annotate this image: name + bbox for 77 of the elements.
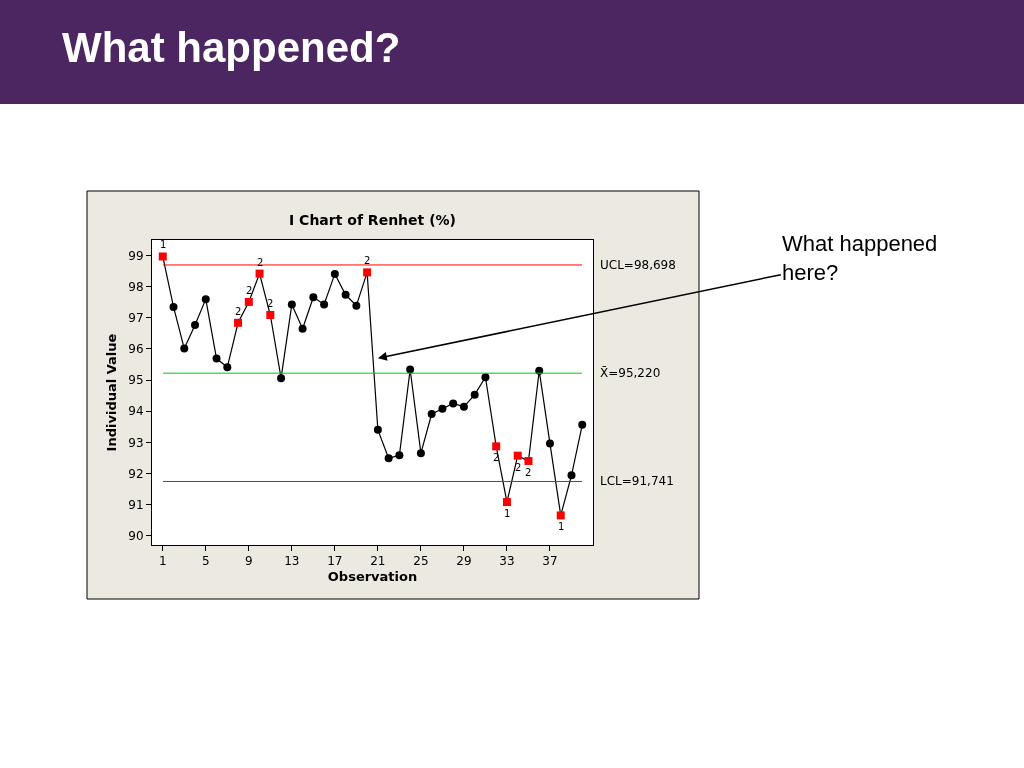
y-tick-label: 96	[128, 342, 144, 357]
x-tick-label: 9	[244, 554, 253, 569]
point	[470, 390, 479, 399]
y-tick-label: 94	[128, 404, 144, 419]
point	[158, 252, 167, 261]
y-tick-label: 97	[128, 311, 144, 326]
point	[191, 320, 200, 329]
x-axis-title: Observation	[327, 569, 418, 584]
point	[352, 301, 361, 310]
ref-line-label: LCL=91,741	[600, 474, 674, 488]
annotation: 2	[246, 285, 253, 296]
x-tick-label: 5	[201, 554, 210, 569]
point	[277, 374, 286, 383]
y-tick-label: 93	[128, 435, 144, 450]
point	[406, 365, 415, 374]
y-tick-label: 99	[128, 248, 144, 263]
point	[459, 402, 468, 411]
y-tick-label: 91	[128, 497, 144, 512]
x-tick-label: 25	[413, 554, 429, 569]
point	[578, 420, 587, 429]
point	[330, 269, 339, 278]
x-tick-label: 17	[327, 554, 343, 569]
annotation: 2	[257, 257, 264, 268]
point	[427, 409, 436, 418]
text: What happened?	[62, 24, 401, 72]
point	[201, 295, 210, 304]
point	[266, 311, 275, 320]
y-axis-title: Individual Value	[104, 333, 120, 452]
point	[567, 471, 576, 480]
chart-title: I Chart of Renhet (%)	[289, 211, 456, 228]
x-tick-label: 37	[542, 554, 558, 569]
point	[298, 324, 307, 333]
point	[287, 300, 296, 309]
x-tick-label: 33	[499, 554, 515, 569]
x-tick-label: 13	[284, 554, 300, 569]
point	[373, 425, 382, 434]
point	[492, 442, 501, 451]
annotation: 2	[515, 462, 522, 473]
annotation: 2	[267, 298, 274, 309]
annotation: 1	[504, 508, 511, 519]
annotation: 2	[235, 306, 242, 317]
point	[212, 354, 221, 363]
point	[363, 268, 372, 277]
point	[416, 449, 425, 458]
point	[320, 300, 329, 309]
point	[513, 451, 522, 460]
x-tick-label: 21	[370, 554, 386, 569]
annotation: 2	[525, 467, 532, 478]
point	[502, 498, 511, 507]
ref-line-label: X̄=95,220	[600, 366, 661, 381]
point	[234, 318, 243, 327]
point	[169, 302, 178, 311]
point	[223, 363, 232, 372]
point	[449, 399, 458, 408]
point	[180, 344, 189, 353]
point	[395, 451, 404, 460]
x-tick-label: 1	[158, 554, 167, 569]
point	[384, 454, 393, 463]
y-tick-label: 95	[128, 373, 144, 388]
y-tick-label: 92	[128, 466, 144, 481]
annotation: 1	[558, 521, 565, 532]
y-tick-label: 90	[128, 528, 144, 543]
annotation: 2	[364, 255, 371, 266]
point	[545, 439, 554, 448]
x-tick-label: 29	[456, 554, 472, 569]
annotation: 1	[160, 239, 167, 250]
point	[244, 297, 253, 306]
point	[255, 269, 264, 278]
point	[556, 511, 565, 520]
point	[438, 404, 447, 413]
point	[341, 290, 350, 299]
annotation: What happened here?	[782, 231, 938, 285]
y-tick-label: 98	[128, 279, 144, 294]
point	[524, 456, 533, 465]
point	[481, 373, 490, 382]
point	[309, 293, 318, 302]
ref-line-label: UCL=98,698	[600, 258, 676, 272]
